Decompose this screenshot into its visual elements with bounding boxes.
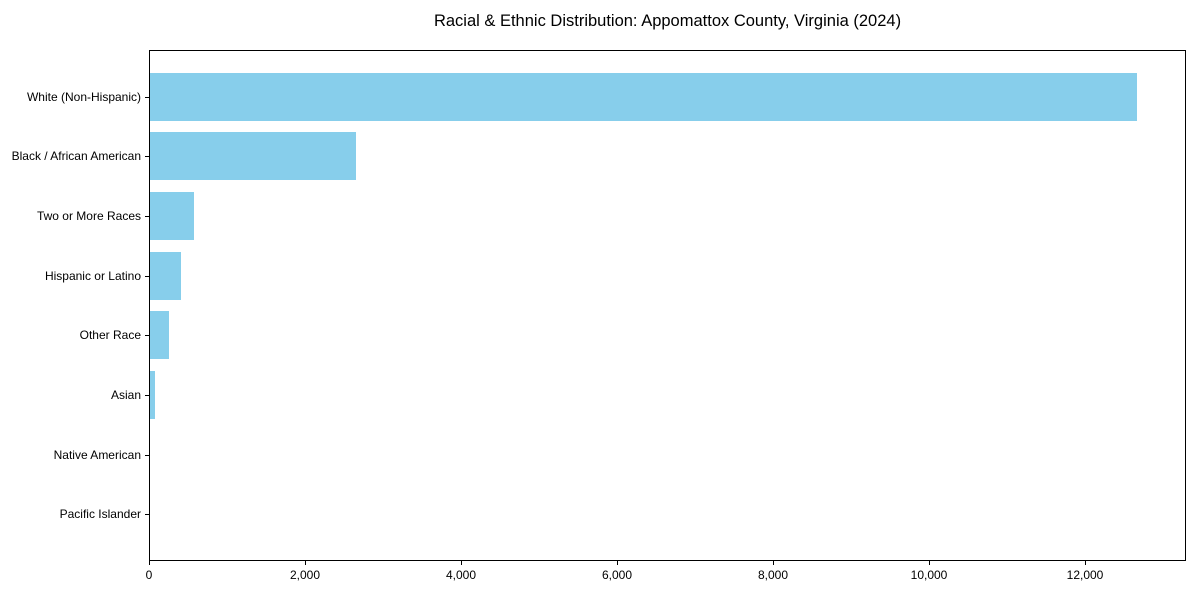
- y-axis-tick-mark: [145, 216, 149, 217]
- y-axis-tick-mark: [145, 276, 149, 277]
- y-axis-tick-mark: [145, 156, 149, 157]
- x-axis-tick-label: 2,000: [289, 568, 321, 582]
- x-axis-tick-label: 8,000: [757, 568, 789, 582]
- y-axis-category-label: Asian: [110, 387, 141, 402]
- y-axis-category-label: Two or More Races: [36, 209, 141, 224]
- y-axis-tick-mark: [145, 97, 149, 98]
- x-axis-tick-label: 6,000: [601, 568, 633, 582]
- y-axis-tick-mark: [145, 335, 149, 336]
- y-axis-category-label: Hispanic or Latino: [44, 268, 141, 283]
- y-axis-tick-mark: [145, 395, 149, 396]
- bar-white-non-hispanic: [150, 72, 1137, 121]
- x-axis-tick-label: 12,000: [1066, 568, 1104, 582]
- x-axis-tick-mark: [929, 561, 930, 565]
- y-axis-category-label: White (Non-Hispanic): [26, 89, 141, 104]
- y-axis-category-label: Native American: [53, 447, 141, 462]
- x-axis-tick-label: 0: [145, 568, 153, 582]
- bar-other-race: [150, 311, 169, 360]
- bar-two-or-more-races: [150, 192, 194, 241]
- chart-title: Racial & Ethnic Distribution: Appomattox…: [433, 12, 902, 30]
- y-axis-category-label: Black / African American: [11, 149, 141, 164]
- y-axis-category-label: Pacific Islander: [59, 507, 141, 522]
- plot-area: [149, 50, 1186, 561]
- x-axis-tick-mark: [1085, 561, 1086, 565]
- x-axis-tick-label: 10,000: [910, 568, 948, 582]
- y-axis-tick-mark: [145, 455, 149, 456]
- bar-asian: [150, 370, 155, 419]
- x-axis-tick-mark: [617, 561, 618, 565]
- x-axis-tick-mark: [773, 561, 774, 565]
- x-axis-tick-mark: [149, 561, 150, 565]
- x-axis-tick-mark: [305, 561, 306, 565]
- y-axis-tick-mark: [145, 514, 149, 515]
- x-axis-tick-mark: [461, 561, 462, 565]
- bar-hispanic-or-latino: [150, 251, 181, 300]
- x-axis-tick-label: 4,000: [445, 568, 477, 582]
- bar-black-african-american: [150, 132, 356, 181]
- y-axis-category-label: Other Race: [79, 328, 141, 343]
